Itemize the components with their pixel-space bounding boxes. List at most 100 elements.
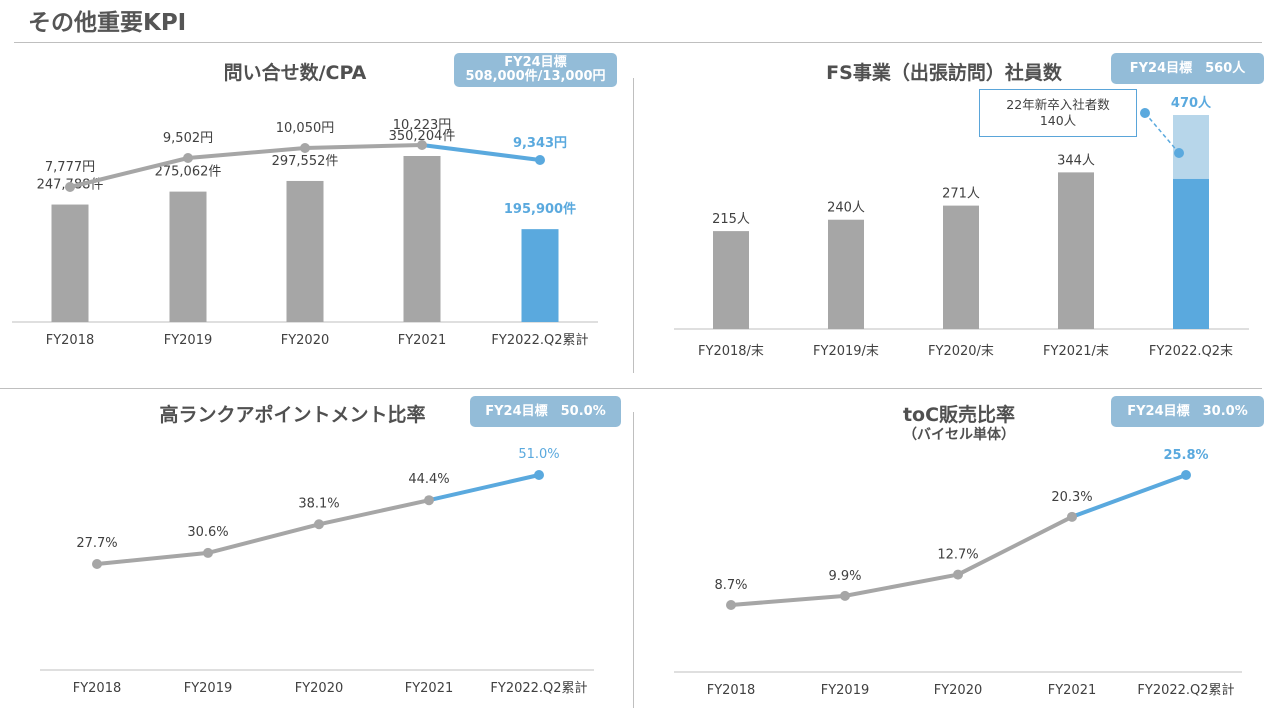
chart-title: 問い合せ数/CPA	[223, 62, 367, 84]
bar-value-label: 350,204件	[389, 129, 456, 144]
callout-leader-start	[1140, 108, 1150, 118]
data-point	[1181, 470, 1191, 480]
line-value-label: 9,343円	[513, 136, 567, 151]
x-tick-label: FY2022.Q2累計	[1137, 682, 1234, 698]
fs-employees-chart: 215人 240人 271人 344人 470人 FY2018/末 FY2019/末 FY20…	[674, 95, 1249, 359]
x-tick-label: FY2018	[707, 683, 756, 698]
data-value-label: 12.7%	[937, 548, 978, 563]
data-value-label: 8.7%	[714, 578, 747, 593]
bar-new-grad-segment	[1173, 115, 1209, 179]
x-tick-label: FY2022.Q2累計	[490, 680, 587, 696]
data-point	[417, 140, 427, 150]
fs-employees-panel: FS事業（出張訪問）社員数 FY24目標 560人 22年新卒入社者数 140人…	[634, 43, 1275, 388]
series-line-segment	[206, 522, 321, 555]
inquiries-cpa-panel: 問い合せ数/CPA FY24目標 508,000件/13,000円 247,78…	[0, 43, 633, 388]
chart-subtitle: （バイセル単体）	[903, 427, 1015, 443]
x-tick-label: FY2019	[184, 681, 233, 696]
high-rank-chart: 27.7% 30.6% 38.1% 44.4% 51.0% FY2018 FY2019 FY2…	[40, 447, 594, 696]
bar	[943, 205, 979, 329]
toc-sales-chart: 8.7% 9.9% 12.7% 20.3% 25.8% FY2018 FY2019 FY202…	[674, 448, 1242, 698]
badge-line-1: FY24目標 560人	[1129, 60, 1246, 76]
series-line-segment	[956, 514, 1074, 577]
data-point	[183, 153, 193, 163]
line-value-label: 10,050円	[276, 121, 335, 136]
callout-line-2: 140人	[1039, 113, 1077, 128]
data-point	[203, 547, 213, 558]
chart-title: toC販売比率	[902, 404, 1016, 426]
vertical-divider-top	[633, 78, 634, 373]
x-tick-label: FY2021	[398, 333, 447, 348]
target-badge: FY24目標 30.0%	[1111, 396, 1264, 427]
series-line-segment	[729, 593, 847, 607]
data-point	[300, 143, 310, 153]
x-tick-label: FY2021	[1048, 683, 1097, 698]
series-line-segment	[427, 473, 541, 503]
chart-title: 高ランクアポイントメント比率	[159, 404, 426, 426]
bar-existing-employees	[1173, 178, 1209, 329]
data-point	[424, 495, 434, 506]
bar-value-label: 344人	[1057, 153, 1095, 168]
bar	[713, 231, 749, 329]
line-value-label: 9,502円	[163, 131, 213, 146]
data-value-label: 51.0%	[518, 447, 559, 462]
badge-line-1: FY24目標	[504, 55, 567, 70]
bar-value-label: 240人	[827, 201, 865, 216]
badge-line-1: FY24目標 50.0%	[485, 403, 606, 419]
badge-line-1: FY24目標 30.0%	[1127, 403, 1248, 419]
data-point	[953, 569, 963, 580]
bar-value-label: 297,552件	[272, 154, 339, 169]
x-tick-label: FY2020/末	[928, 344, 994, 359]
data-point	[1067, 511, 1077, 522]
x-tick-label: FY2020	[934, 683, 983, 698]
x-tick-label: FY2018	[46, 333, 95, 348]
series-line-segment	[186, 146, 307, 160]
badge-line-2: 508,000件/13,000円	[465, 69, 606, 84]
bar-value-label: 275,062件	[155, 165, 222, 180]
data-value-label: 20.3%	[1051, 490, 1092, 505]
series-line-segment	[303, 143, 424, 150]
series-line-segment	[68, 156, 190, 189]
target-badge: FY24目標 50.0%	[470, 396, 621, 427]
bar	[521, 229, 559, 322]
bar	[51, 204, 89, 322]
bar	[828, 219, 864, 329]
target-badge: FY24目標 508,000件/13,000円	[454, 53, 617, 87]
line-value-label: 7,777円	[45, 160, 95, 175]
bar	[1058, 172, 1094, 329]
x-tick-label: FY2022.Q2末	[1149, 344, 1233, 359]
data-value-label: 27.7%	[76, 536, 117, 551]
data-point	[726, 600, 736, 610]
series-line-segment	[95, 550, 210, 566]
series-line-segment	[843, 572, 960, 598]
callout-leader-line	[1144, 112, 1180, 154]
data-point	[534, 470, 544, 480]
inquiries-cpa-chart: 247,788件275,062件297,552件350,204件195,900件…	[12, 118, 598, 348]
data-value-label: 25.8%	[1163, 448, 1208, 463]
bar	[169, 191, 207, 322]
x-tick-label: FY2019	[821, 683, 870, 698]
x-tick-label: FY2019	[164, 333, 213, 348]
data-point	[65, 182, 75, 192]
series-line-segment	[1070, 473, 1188, 519]
bar-value-label: 271人	[942, 187, 980, 202]
new-grad-callout: 22年新卒入社者数 140人	[979, 89, 1137, 137]
page-title: その他重要KPI	[28, 10, 187, 36]
data-value-label: 44.4%	[408, 472, 449, 487]
data-point	[92, 559, 102, 569]
x-tick-label: FY2021/末	[1043, 344, 1109, 359]
title-divider	[14, 42, 1262, 43]
data-point	[314, 519, 324, 530]
x-tick-label: FY2019/末	[813, 344, 879, 359]
data-value-label: 30.6%	[187, 525, 228, 540]
high-rank-panel: 高ランクアポイントメント比率 FY24目標 50.0% 27.7% 30.6% 38…	[0, 389, 633, 711]
callout-line-1: 22年新卒入社者数	[1006, 97, 1110, 112]
x-tick-label: FY2022.Q2累計	[491, 332, 588, 348]
x-tick-label: FY2021	[405, 681, 454, 696]
vertical-divider-bottom	[633, 412, 634, 708]
x-tick-label: FY2020	[295, 681, 344, 696]
data-point	[535, 155, 545, 165]
x-tick-label: FY2018/末	[698, 344, 764, 359]
bar	[286, 180, 324, 322]
bar-value-label: 470人	[1171, 95, 1212, 111]
line-value-label: 10,223円	[393, 118, 452, 133]
